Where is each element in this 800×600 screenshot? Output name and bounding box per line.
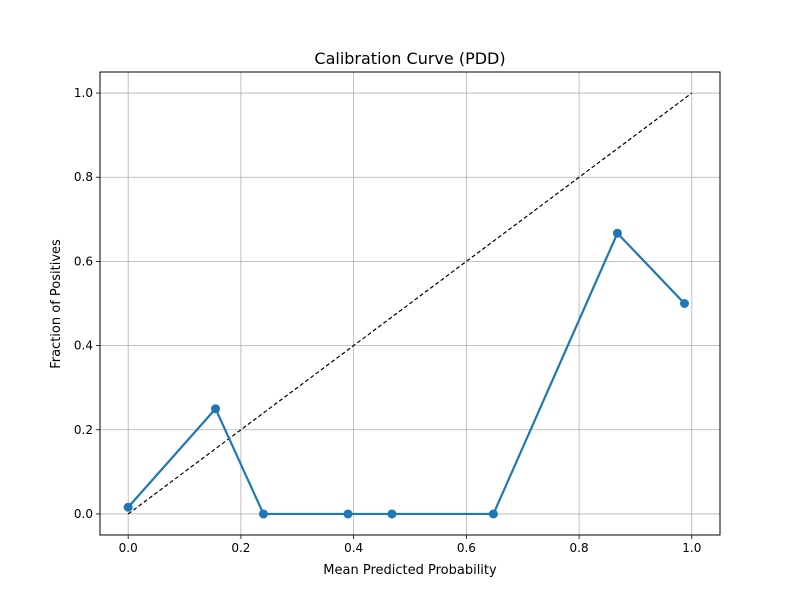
data-point <box>258 509 268 519</box>
x-tick-label: 0.4 <box>344 541 363 555</box>
data-point <box>612 228 622 238</box>
series-group <box>123 228 689 519</box>
y-tick-label: 0.2 <box>74 423 93 437</box>
x-axis-ticks: 0.0 0.2 0.4 0.6 0.8 1.0 <box>119 535 701 555</box>
x-tick-label: 1.0 <box>682 541 701 555</box>
x-tick-label: 0.2 <box>231 541 250 555</box>
data-point <box>679 299 689 308</box>
chart-title: Calibration Curve (PDD) <box>314 49 505 68</box>
x-axis-label: Mean Predicted Probability <box>323 563 497 578</box>
y-axis-label: Fraction of Positives <box>49 239 64 369</box>
y-tick-label: 0.6 <box>74 254 93 268</box>
x-tick-label: 0.0 <box>119 541 138 555</box>
reference-line-group <box>127 92 693 515</box>
x-tick-label: 0.8 <box>570 541 589 555</box>
y-axis-ticks: 0.0 0.2 0.4 0.6 0.8 1.0 <box>74 86 100 521</box>
data-point <box>343 509 353 519</box>
data-point <box>387 509 397 519</box>
grid-lines <box>100 72 720 535</box>
y-tick-label: 0.0 <box>74 507 93 521</box>
reference-diagonal-line <box>127 92 693 515</box>
y-tick-label: 0.8 <box>74 170 93 184</box>
data-point <box>123 502 133 512</box>
plot-frame <box>99 71 721 536</box>
data-point <box>211 404 221 414</box>
series-line <box>127 232 686 516</box>
y-tick-label: 1.0 <box>74 86 93 100</box>
x-tick-label: 0.6 <box>457 541 476 555</box>
y-tick-label: 0.4 <box>74 339 93 353</box>
data-point <box>488 509 498 519</box>
